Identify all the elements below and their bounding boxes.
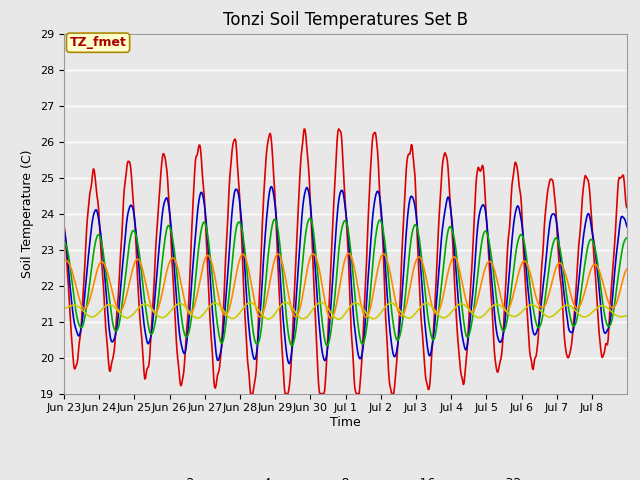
-8cm <box>405 253 413 259</box>
-4cm <box>285 360 293 366</box>
-8cm <box>323 343 331 348</box>
-32cm <box>230 315 237 321</box>
Line: -16cm: -16cm <box>64 253 627 318</box>
-16cm <box>60 257 68 263</box>
-16cm <box>326 315 334 321</box>
-32cm <box>623 313 631 319</box>
-4cm <box>230 195 237 201</box>
-8cm <box>279 274 287 280</box>
-8cm <box>258 324 266 330</box>
Line: -4cm: -4cm <box>64 187 627 363</box>
-2cm <box>60 222 68 228</box>
X-axis label: Time: Time <box>330 416 361 429</box>
-8cm <box>126 237 134 242</box>
-16cm <box>279 262 287 268</box>
-4cm <box>437 245 445 251</box>
Title: Tonzi Soil Temperatures Set B: Tonzi Soil Temperatures Set B <box>223 11 468 29</box>
-2cm <box>126 161 134 167</box>
-32cm <box>405 315 413 321</box>
-8cm <box>306 216 314 221</box>
-16cm <box>437 303 445 309</box>
-4cm <box>268 184 275 190</box>
Line: -32cm: -32cm <box>64 302 627 319</box>
-16cm <box>126 277 134 283</box>
-16cm <box>258 313 266 319</box>
-4cm <box>280 321 287 326</box>
-2cm <box>405 151 413 157</box>
-16cm <box>230 286 237 291</box>
Line: -2cm: -2cm <box>64 129 627 394</box>
-32cm <box>279 300 287 306</box>
-4cm <box>623 224 631 230</box>
-16cm <box>405 289 413 295</box>
-8cm <box>623 235 631 240</box>
-32cm <box>317 300 325 305</box>
-2cm <box>259 223 266 228</box>
-16cm <box>345 251 353 256</box>
-2cm <box>280 372 287 378</box>
-32cm <box>60 305 68 311</box>
-32cm <box>437 314 445 320</box>
-4cm <box>405 201 413 206</box>
-4cm <box>126 203 134 209</box>
-4cm <box>258 291 266 297</box>
-8cm <box>60 238 68 244</box>
-2cm <box>437 189 445 195</box>
-2cm <box>623 205 631 211</box>
Legend: -2cm, -4cm, -8cm, -16cm, -32cm: -2cm, -4cm, -8cm, -16cm, -32cm <box>146 472 545 480</box>
-16cm <box>623 266 631 272</box>
Line: -8cm: -8cm <box>64 218 627 346</box>
-2cm <box>246 391 254 396</box>
-32cm <box>335 316 342 322</box>
-4cm <box>60 227 68 233</box>
-8cm <box>437 289 445 295</box>
-2cm <box>335 126 342 132</box>
Y-axis label: Soil Temperature (C): Soil Temperature (C) <box>22 149 35 278</box>
-32cm <box>258 311 266 317</box>
-8cm <box>230 245 237 251</box>
-2cm <box>230 139 237 144</box>
-32cm <box>126 314 134 320</box>
Text: TZ_fmet: TZ_fmet <box>70 36 127 49</box>
